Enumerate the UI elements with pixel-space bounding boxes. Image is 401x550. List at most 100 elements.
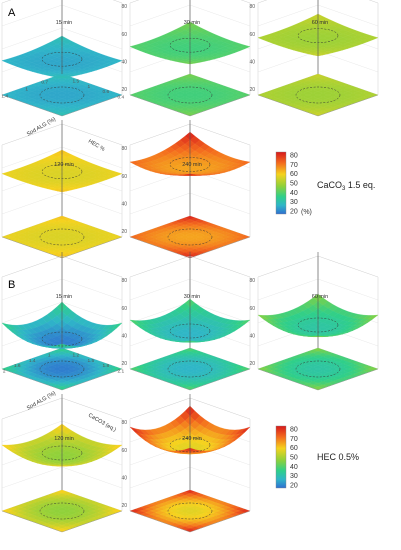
- surface-plot: 15 min80604020Sod ALG (%)CaCO3 (eq.)11.4…: [1, 252, 125, 433]
- plot-title: 120 min: [54, 436, 74, 442]
- floor-edge: [129, 236, 191, 259]
- grid-line: [189, 278, 251, 301]
- x-tick-label: 1: [25, 87, 28, 93]
- colorbar-b-caption: HEC 0.5%: [317, 452, 359, 462]
- z-tick-label: 40: [249, 333, 255, 339]
- z-tick-label: 20: [121, 87, 127, 93]
- z-tick-label: 80: [121, 278, 127, 284]
- plot-title: 15 min: [56, 20, 73, 26]
- floor-contour: [167, 502, 213, 520]
- colorbar-a-caption-rest: 1.5 eq.: [345, 180, 375, 190]
- plot-title: 15 min: [56, 294, 73, 300]
- grid-line: [61, 27, 123, 50]
- grid-line: [61, 301, 123, 324]
- floor-edge: [61, 236, 123, 259]
- grid-line: [129, 192, 191, 215]
- plot-title: 240 min: [182, 162, 202, 168]
- grid-line: [61, 4, 123, 27]
- z-tick-label: 20: [121, 503, 127, 509]
- colorbar-tick-label: 20: [290, 483, 298, 490]
- grid-line: [189, 4, 251, 27]
- grid-line: [61, 192, 123, 215]
- y-tick-label: 1.5: [88, 358, 95, 364]
- z-tick-label: 40: [121, 333, 127, 339]
- x-tick-label: 1.4: [1, 94, 8, 100]
- plot-title: 120 min: [54, 162, 74, 168]
- z-tick-label: 80: [249, 4, 255, 10]
- x-tick-label: 1.4: [29, 358, 36, 364]
- surface-plot: 30 min 80 60 40 20: [121, 0, 251, 117]
- floor-contour: [39, 86, 85, 104]
- grid-line: [1, 301, 63, 324]
- plot-title: 30 min: [184, 294, 201, 300]
- colorbar-tick-label: 70: [290, 436, 298, 443]
- grid-line: [1, 4, 63, 27]
- colorbar-a-caption: CaCO3 1.5 eq.: [317, 180, 375, 192]
- grid-line: [129, 4, 191, 27]
- y-tick-label: 0.4: [118, 94, 125, 100]
- z-tick-label: 60: [121, 32, 127, 38]
- floor-edge: [257, 368, 319, 391]
- floor-edge: [189, 236, 251, 259]
- colorbar-a-caption-sub: 3: [342, 186, 346, 192]
- y-tick-label: 2.1: [118, 368, 125, 374]
- colorbar-tick-label: 40: [290, 190, 298, 197]
- grid-line: [61, 420, 123, 443]
- grid-line: [189, 301, 251, 324]
- y-tick-label: 1: [88, 84, 91, 90]
- floor-edge: [1, 236, 63, 259]
- floor-edge: [129, 94, 191, 117]
- z-tick-label: 20: [249, 361, 255, 367]
- surface-cell: [56, 76, 68, 79]
- x-tick-label: 1: [48, 353, 51, 359]
- grid-line: [317, 4, 379, 27]
- floor-edge: [1, 510, 63, 533]
- grid-line: [129, 278, 191, 301]
- plot-title: 60 min: [312, 294, 329, 300]
- floor-edge: [129, 510, 191, 533]
- floor-contour: [295, 86, 341, 104]
- floor-edge: [61, 368, 123, 391]
- grid-line: [61, 466, 123, 489]
- grid-line: [317, 278, 379, 301]
- colorbar-tick-label: 70: [290, 162, 298, 169]
- floor-edge: [317, 368, 379, 391]
- surface-plot: 240 min 80 60 40 20: [121, 394, 251, 533]
- floor-edge: [61, 94, 123, 117]
- z-tick-label: 60: [249, 32, 255, 38]
- colorbar-tick-label: 80: [290, 153, 298, 160]
- colorbar-tick-label: 30: [290, 199, 298, 206]
- floor-edge: [1, 368, 63, 391]
- panel-b-label: B: [8, 279, 15, 291]
- grid-line: [189, 192, 251, 215]
- z-tick-label: 60: [121, 174, 127, 180]
- grid-line: [1, 192, 63, 215]
- grid-line: [257, 4, 319, 27]
- z-tick-label: 40: [121, 201, 127, 207]
- grid-line: [1, 420, 63, 443]
- surface-plot: 240 min 80 60 40 20: [121, 120, 251, 259]
- grid-line: [1, 146, 63, 169]
- z-tick-label: 40: [249, 59, 255, 65]
- surface-plot: 60 min 80 60 40 20: [249, 0, 379, 117]
- colorbar-a-strip: [275, 151, 287, 215]
- x-tick-label: 1.6: [14, 363, 21, 369]
- colorbar-tick-label: 60: [290, 445, 298, 452]
- y-tick-label: 0.6: [103, 89, 110, 95]
- grid-line: [61, 146, 123, 169]
- colorbar-tick-label: 80: [290, 427, 298, 434]
- floor-edge: [189, 94, 251, 117]
- floor-edge: [189, 368, 251, 391]
- colorbar-b: 80 70 60 50 40 30 20 HEC 0.5%: [275, 425, 359, 490]
- colorbar-a: 80 70 60 50 40 30 20 (%) CaCO3 1.5 eq.: [275, 151, 375, 216]
- z-tick-label: 20: [121, 361, 127, 367]
- colorbar-tick-label: 50: [290, 181, 298, 188]
- grid-line: [129, 301, 191, 324]
- floor-edge: [129, 368, 191, 391]
- floor-edge: [189, 510, 251, 533]
- surface-plot: 15 min 80 60 40 20 Sod ALG (%) HEC % 0.7 1 1.4 1.5…: [1, 0, 125, 153]
- z-tick-label: 60: [121, 448, 127, 454]
- z-tick-label: 80: [121, 4, 127, 10]
